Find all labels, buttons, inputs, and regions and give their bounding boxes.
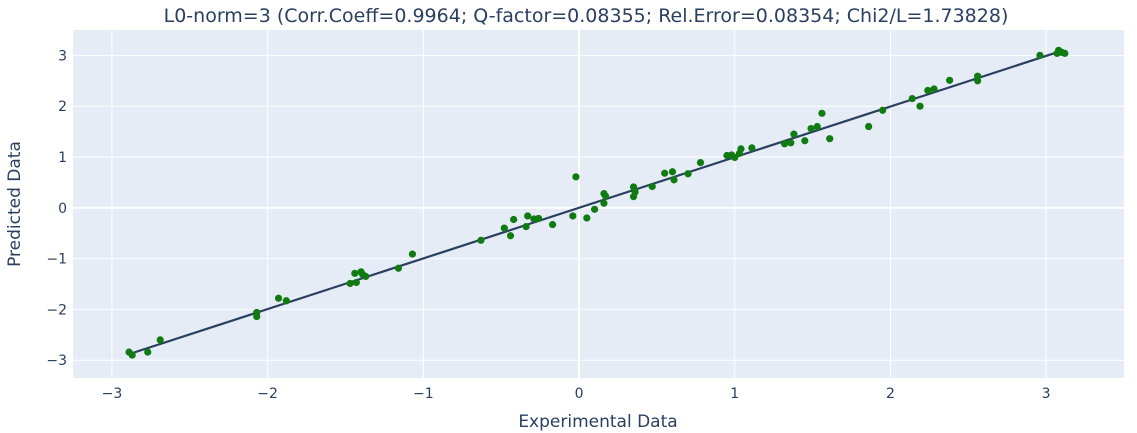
data-point <box>684 170 692 178</box>
data-point <box>668 168 677 176</box>
data-point <box>477 236 485 244</box>
data-point <box>362 272 370 280</box>
data-point <box>548 220 557 229</box>
data-point <box>865 122 873 131</box>
data-point <box>591 205 599 213</box>
y-tick-label: −1 <box>46 252 67 268</box>
y-axis-title: Predicted Data <box>5 141 25 267</box>
data-point <box>787 139 795 147</box>
data-point <box>352 278 360 287</box>
data-point <box>156 336 164 344</box>
x-tick-label: 0 <box>575 386 584 402</box>
data-point <box>813 122 821 131</box>
data-point <box>879 106 887 114</box>
data-point <box>748 144 756 152</box>
data-point <box>807 124 815 133</box>
data-point <box>572 173 580 181</box>
data-point <box>128 351 136 359</box>
data-point <box>801 137 809 145</box>
data-point <box>510 215 518 224</box>
grid-lines <box>73 30 1124 378</box>
data-point <box>346 279 354 288</box>
data-point <box>916 102 924 110</box>
data-point <box>737 145 745 153</box>
data-point <box>500 224 508 232</box>
y-tick-label: 0 <box>58 201 67 217</box>
data-point <box>1036 51 1044 60</box>
data-points <box>125 46 1069 359</box>
x-tick-label: −2 <box>257 386 278 402</box>
data-point <box>506 232 515 240</box>
x-axis-title: Experimental Data <box>518 412 677 432</box>
data-point <box>351 269 359 277</box>
y-tick-label: 2 <box>58 99 67 115</box>
fit-line-group <box>127 49 1063 356</box>
y-tick-labels: −3 −2 −1 0 1 2 3 <box>46 48 67 369</box>
data-point <box>583 214 591 222</box>
data-point <box>253 308 261 317</box>
x-tick-label: −1 <box>413 386 434 402</box>
data-point <box>524 212 532 220</box>
data-point <box>1061 49 1069 57</box>
data-point <box>648 182 656 191</box>
data-point <box>696 158 705 167</box>
y-tick-label: 1 <box>58 150 67 166</box>
data-point <box>974 72 982 80</box>
data-point <box>522 223 530 231</box>
data-point <box>144 348 152 356</box>
data-point <box>780 140 789 148</box>
data-point <box>601 192 610 200</box>
data-point <box>282 297 290 305</box>
y-tick-label: 3 <box>58 48 67 64</box>
data-point <box>600 199 608 207</box>
data-point <box>569 212 577 220</box>
data-point <box>534 214 543 223</box>
data-point <box>631 188 639 196</box>
chart-title: L0-norm=3 (Corr.Coeff=0.9964; Q-factor=0… <box>164 5 1009 27</box>
data-point <box>826 135 834 143</box>
data-point <box>670 176 678 184</box>
data-point <box>790 130 798 138</box>
data-point <box>731 153 739 162</box>
fit-line <box>127 49 1063 356</box>
x-tick-label: 2 <box>886 386 895 402</box>
x-tick-labels: −3 −2 −1 0 1 2 3 <box>102 386 1051 402</box>
data-point <box>661 169 669 177</box>
data-point <box>394 264 403 272</box>
x-tick-label: −3 <box>102 386 123 402</box>
y-tick-label: −3 <box>46 353 67 369</box>
x-tick-label: 1 <box>730 386 739 402</box>
data-point <box>946 76 954 84</box>
y-tick-label: −2 <box>46 302 67 318</box>
data-point <box>818 109 826 117</box>
data-point <box>930 85 938 93</box>
data-point <box>908 94 916 103</box>
data-point <box>408 250 417 258</box>
data-point <box>924 86 932 95</box>
x-tick-label: 3 <box>1042 386 1051 402</box>
data-point <box>274 294 283 302</box>
